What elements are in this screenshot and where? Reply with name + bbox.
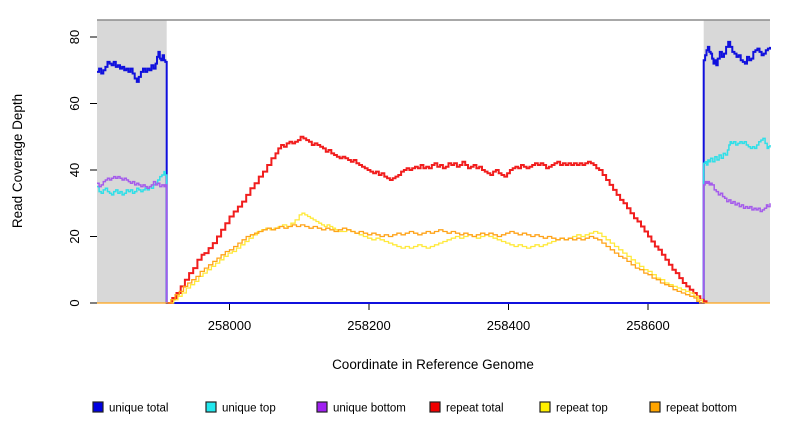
x-axis-title: Coordinate in Reference Genome	[332, 357, 534, 372]
legend-swatch-unique-top	[205, 401, 217, 413]
legend-swatch-unique-total	[92, 401, 104, 413]
y-tick-label: 60	[67, 96, 82, 110]
legend-swatch-unique-bottom	[316, 401, 328, 413]
y-tick-label: 0	[67, 299, 82, 306]
series-layer	[97, 40, 771, 304]
series-repeat-total	[168, 135, 708, 304]
legend-label: repeat bottom	[666, 403, 737, 415]
series-unique-bottom	[97, 175, 168, 303]
y-tick-label: 20	[67, 229, 82, 243]
legend: unique total unique top unique bottom repea…	[92, 401, 737, 415]
y-tick-label: 80	[67, 30, 82, 44]
legend-swatch-repeat-total	[429, 401, 441, 413]
series-unique-bottom	[702, 180, 771, 303]
y-tick-label: 40	[67, 163, 82, 177]
x-tick-label: 258400	[487, 318, 530, 333]
legend-swatch-repeat-top	[539, 401, 551, 413]
x-tick-label: 258200	[347, 318, 390, 333]
series-unique-top	[702, 137, 771, 303]
legend-label: repeat top	[556, 403, 608, 415]
x-tick-label: 258600	[626, 318, 669, 333]
legend-label: unique bottom	[333, 403, 406, 415]
series-repeat-bottom	[97, 224, 770, 304]
legend-label: unique top	[222, 403, 276, 415]
series-repeat-top	[169, 212, 704, 304]
axes-layer: 258000 258200 258400 258600 0 20 40 60 80	[67, 30, 770, 333]
legend-label: unique total	[109, 403, 168, 415]
y-axis-title: Read Coverage Depth	[10, 94, 25, 228]
legend-swatch-repeat-bottom	[649, 401, 661, 413]
x-tick-label: 258000	[208, 318, 251, 333]
legend-label: repeat total	[446, 403, 504, 415]
